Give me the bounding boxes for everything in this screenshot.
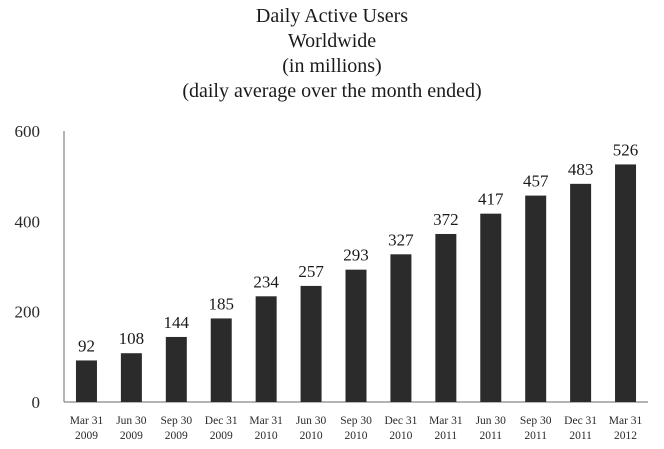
x-tick-label-year: 2009 (75, 430, 98, 442)
bar (570, 183, 592, 402)
chart-title: Daily Active Users Worldwide (in million… (0, 4, 664, 104)
data-label: 108 (119, 329, 145, 348)
x-tick-label: Sep 30 (340, 415, 372, 427)
bar (255, 296, 277, 402)
data-label: 372 (433, 210, 459, 229)
data-label: 483 (568, 160, 594, 179)
x-tick-label-year: 2009 (210, 430, 233, 442)
x-tick-label: Mar 31 (70, 415, 104, 427)
x-tick-label-year: 2010 (300, 430, 323, 442)
bar (345, 269, 367, 402)
bar (300, 285, 322, 402)
data-label: 417 (478, 190, 504, 209)
data-label: 234 (253, 272, 279, 291)
x-tick-label-year: 2009 (165, 430, 188, 442)
bar (210, 318, 232, 402)
x-tick-label-year: 2010 (345, 430, 368, 442)
y-tick-label: 600 (15, 122, 41, 141)
bar (525, 195, 547, 402)
x-tick-label: Sep 30 (520, 415, 552, 427)
bar (75, 360, 97, 402)
data-label: 257 (298, 262, 324, 281)
data-label: 327 (388, 230, 414, 249)
title-line-4: (daily average over the month ended) (182, 80, 482, 102)
data-label: 144 (164, 313, 190, 332)
title-line-3: (in millions) (282, 55, 382, 77)
x-tick-label-year: 2011 (435, 430, 458, 442)
x-tick-label: Mar 31 (249, 415, 283, 427)
x-tick-label-year: 2009 (120, 430, 143, 442)
x-tick-label-year: 2012 (614, 430, 637, 442)
x-tick-label: Mar 31 (429, 415, 463, 427)
x-tick-label: Mar 31 (609, 415, 643, 427)
y-tick-label: 400 (15, 212, 41, 231)
bar (615, 164, 637, 402)
title-line-1: Daily Active Users (255, 5, 409, 27)
y-tick-label: 0 (32, 393, 41, 412)
x-tick-label: Jun 30 (476, 415, 507, 427)
x-tick-label-year: 2010 (389, 430, 412, 442)
x-tick-label-year: 2010 (255, 430, 278, 442)
x-tick-label: Dec 31 (205, 415, 238, 427)
x-tick-label-year: 2011 (479, 430, 502, 442)
x-tick-label-year: 2011 (524, 430, 547, 442)
data-label: 526 (613, 140, 639, 159)
x-tick-label: Jun 30 (116, 415, 147, 427)
bar (480, 213, 502, 402)
data-label: 293 (343, 246, 369, 265)
x-tick-label: Dec 31 (564, 415, 597, 427)
x-tick-label: Sep 30 (160, 415, 192, 427)
bar (435, 233, 457, 402)
data-label: 185 (208, 294, 234, 313)
data-label: 92 (78, 336, 95, 355)
bar (390, 254, 412, 402)
bar (120, 353, 142, 402)
x-tick-label-year: 2011 (569, 430, 592, 442)
bar (165, 336, 187, 402)
x-tick-label: Jun 30 (296, 415, 327, 427)
data-label: 457 (523, 172, 549, 191)
y-tick-label: 200 (15, 303, 41, 322)
title-line-2: Worldwide (287, 30, 377, 52)
x-tick-label: Dec 31 (384, 415, 417, 427)
